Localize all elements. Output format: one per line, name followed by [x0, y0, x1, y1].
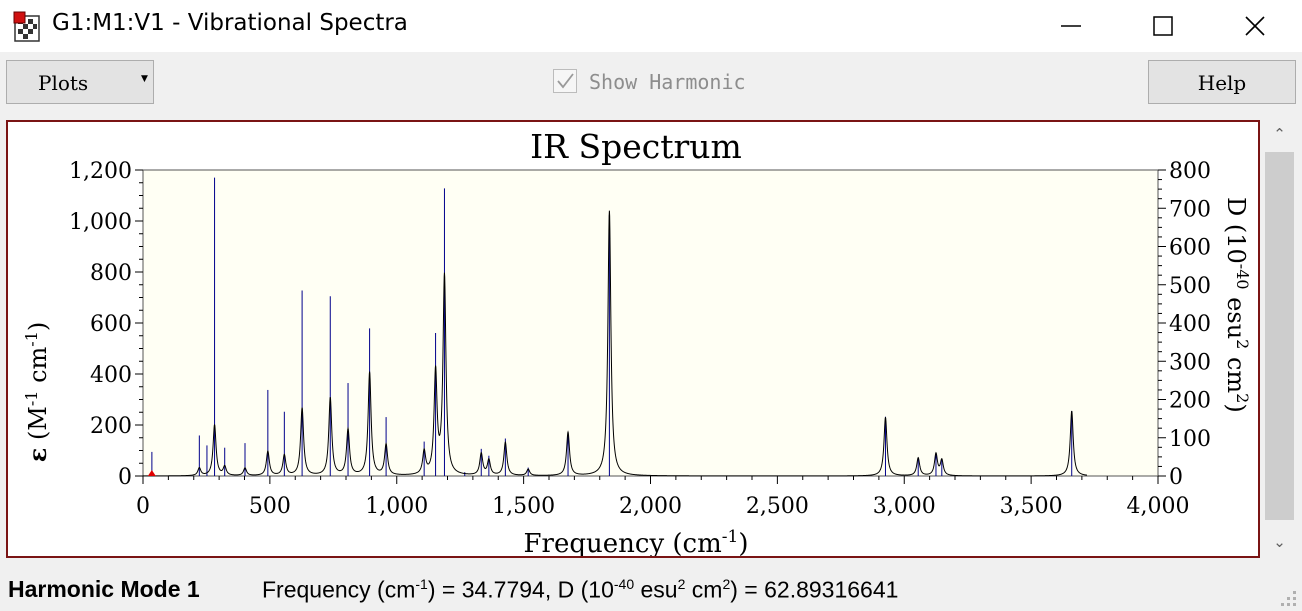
plot-area[interactable] — [142, 169, 1159, 477]
plots-menu-button[interactable]: Plots ▼ — [6, 60, 154, 104]
y-left-tick-label: 800 — [90, 261, 132, 286]
minimize-button[interactable] — [1025, 0, 1117, 52]
y-left-tick-label: 1,000 — [69, 210, 132, 235]
main-area: IR Spectrum 0 500 1,000 1,500 2,000 2,500 3,00… — [0, 118, 1302, 566]
y-left-tick-label: 400 — [90, 363, 132, 388]
gaussview-spectra-icon — [13, 11, 40, 42]
close-icon — [1245, 16, 1265, 36]
scroll-thumb[interactable] — [1265, 152, 1294, 520]
mode-frequency-readout: Frequency (cm-1) = 34.7794, D (10-40 esu… — [262, 576, 899, 603]
y-right-tick-label: 400 — [1169, 312, 1211, 337]
scroll-up-icon[interactable]: ⌃ — [1273, 126, 1286, 143]
status-bar: Harmonic Mode 1 Frequency (cm-1) = 34.77… — [0, 566, 1302, 611]
chart-title: IR Spectrum — [530, 127, 742, 166]
minimize-icon — [1061, 25, 1081, 27]
title-bar: G1:M1:V1 - Vibrational Spectra — [0, 0, 1302, 52]
x-tick-label: 3,500 — [1000, 494, 1063, 519]
window-title: G1:M1:V1 - Vibrational Spectra — [52, 10, 408, 36]
show-harmonic-label: Show Harmonic — [589, 70, 746, 94]
checkmark-icon — [557, 73, 574, 89]
ir-spectrum-frame[interactable]: IR Spectrum 0 500 1,000 1,500 2,000 2,500 3,00… — [6, 120, 1260, 559]
y-right-tick-label: 200 — [1169, 389, 1211, 414]
axis-ticks: 0 500 1,000 1,500 2,000 2,500 3,000 3,500 4,000 0… — [69, 159, 1211, 519]
y-right-tick-label: 0 — [1169, 465, 1183, 490]
toolbar: Plots ▼ Show Harmonic Help — [0, 52, 1302, 118]
x-tick-label: 4,000 — [1127, 494, 1190, 519]
y-right-tick-label: 500 — [1169, 274, 1211, 299]
x-tick-label: 500 — [249, 494, 291, 519]
selected-mode-marker[interactable] — [147, 470, 156, 476]
y-right-tick-label: 100 — [1169, 427, 1211, 452]
dropdown-arrow-icon: ▼ — [141, 74, 148, 84]
maximize-icon — [1153, 16, 1173, 36]
help-button-label: Help — [1197, 71, 1247, 95]
x-axis-label: Frequency (cm-1) — [524, 527, 749, 556]
close-button[interactable] — [1209, 0, 1301, 52]
show-harmonic-checkbox[interactable] — [553, 69, 577, 93]
y-right-tick-label: 300 — [1169, 350, 1211, 375]
y-right-tick-label: 800 — [1169, 159, 1211, 184]
y-left-tick-label: 600 — [90, 312, 132, 337]
x-tick-label: 0 — [136, 494, 150, 519]
x-tick-label: 2,500 — [746, 494, 809, 519]
x-tick-label: 3,000 — [873, 494, 936, 519]
x-tick-label: 1,500 — [492, 494, 555, 519]
plots-button-label: Plots — [38, 71, 89, 95]
y-right-tick-label: 600 — [1169, 236, 1211, 261]
y-left-tick-label: 200 — [90, 414, 132, 439]
ir-spectrum-chart[interactable]: IR Spectrum 0 500 1,000 1,500 2,000 2,500 3,00… — [8, 122, 1258, 559]
y-left-tick-label: 1,200 — [69, 159, 132, 184]
resize-grip-icon[interactable] — [1274, 584, 1298, 608]
help-button[interactable]: Help — [1148, 60, 1296, 104]
y-right-tick-label: 700 — [1169, 197, 1211, 222]
harmonic-mode-label: Harmonic Mode 1 — [8, 576, 200, 602]
scroll-down-icon[interactable]: ⌄ — [1273, 534, 1286, 551]
maximize-button[interactable] — [1117, 0, 1209, 52]
y-axis-label-left: ε (M-1 cm-1) — [22, 322, 52, 463]
vertical-scrollbar[interactable]: ⌃ ⌄ — [1264, 120, 1295, 558]
y-axis-label-right: D (10-40 esu2 cm2) — [1222, 197, 1252, 413]
x-tick-label: 2,000 — [619, 494, 682, 519]
broadened-spectrum-curve — [143, 210, 1088, 477]
y-left-tick-label: 0 — [118, 465, 132, 490]
x-tick-label: 1,000 — [365, 494, 428, 519]
